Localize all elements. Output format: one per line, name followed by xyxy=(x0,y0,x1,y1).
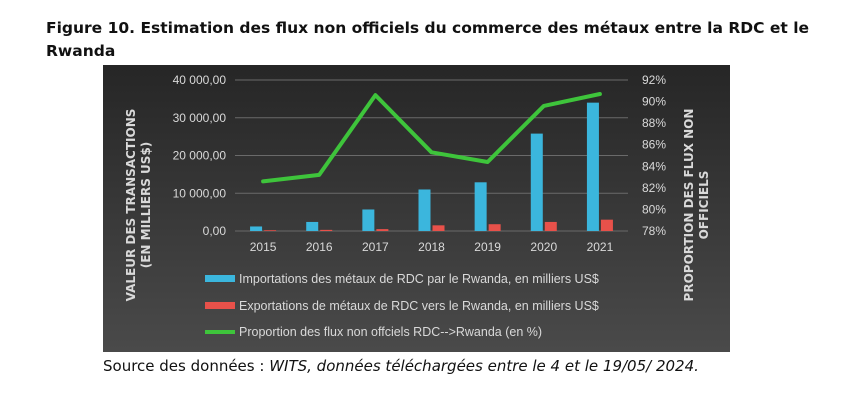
source-text: WITS, données téléchargées entre le 4 et… xyxy=(269,357,699,375)
imports-bar xyxy=(586,102,599,232)
imports-bar xyxy=(362,209,375,231)
x-tick-label: 2020 xyxy=(530,240,557,254)
y-axis-title: VALEUR DES TRANSACTIONS(EN MILLIERS US$) xyxy=(124,109,153,302)
imports-bar xyxy=(306,221,319,231)
y-axis-title-line: (EN MILLIERS US$) xyxy=(139,142,153,269)
y2-tick-label: 88% xyxy=(642,116,666,130)
legend-label: Exportations de métaux de RDC vers le Rw… xyxy=(239,299,599,313)
y-axis-title-line: VALEUR DES TRANSACTIONS xyxy=(124,109,138,302)
x-tick-label: 2016 xyxy=(306,240,333,254)
exports-bar xyxy=(376,229,389,231)
source-label: Source des données : xyxy=(103,357,270,375)
y2-tick-label: 80% xyxy=(642,202,666,216)
y-tick-label: 10 000,00 xyxy=(173,186,227,200)
source-note: Source des données : WITS, données téléc… xyxy=(103,357,699,375)
imports-bar xyxy=(418,189,431,231)
x-tick-label: 2021 xyxy=(587,240,614,254)
y-tick-label: 20 000,00 xyxy=(173,149,227,163)
exports-bar xyxy=(320,229,333,231)
legend-swatch xyxy=(205,275,235,282)
y2-tick-label: 82% xyxy=(642,181,666,195)
x-tick-label: 2019 xyxy=(474,240,501,254)
y2-tick-label: 92% xyxy=(642,73,666,87)
legend-label: Importations des métaux de RDC par le Rw… xyxy=(239,272,599,286)
exports-bar xyxy=(264,230,277,231)
imports-bar xyxy=(250,226,263,231)
x-tick-label: 2015 xyxy=(250,240,277,254)
proportion-line xyxy=(261,92,602,184)
y2-axis-title: PROPORTION DES FLUX NONOFFICIELS xyxy=(682,109,711,302)
y2-tick-label: 78% xyxy=(642,224,666,238)
imports-bar xyxy=(474,182,487,231)
x-tick-label: 2018 xyxy=(418,240,445,254)
y-tick-label: 30 000,00 xyxy=(173,111,227,125)
exports-bar xyxy=(600,219,613,231)
y2-axis-title-line: OFFICIELS xyxy=(697,171,711,240)
imports-bar xyxy=(530,133,543,231)
exports-bar xyxy=(488,224,501,231)
figure-title: Figure 10. Estimation des flux non offic… xyxy=(46,19,810,60)
combo-chart: 0,00 10 000,00 20 000,00 30 000,00 40 000,00… xyxy=(103,65,730,352)
y2-axis-title-line: PROPORTION DES FLUX NON xyxy=(682,109,696,302)
chart-panel: 0,00 10 000,00 20 000,00 30 000,00 40 000,00… xyxy=(103,65,730,352)
y-tick-label: 0,00 xyxy=(203,224,227,238)
y-tick-label: 40 000,00 xyxy=(173,73,227,87)
x-tick-label: 2017 xyxy=(362,240,389,254)
y2-tick-label: 84% xyxy=(642,159,666,173)
legend-swatch xyxy=(205,302,235,309)
legend-label: Proportion des flux non offciels RDC-->R… xyxy=(239,325,542,339)
exports-bar xyxy=(544,221,557,231)
y2-tick-label: 86% xyxy=(642,138,666,152)
exports-bar xyxy=(432,225,445,231)
y2-tick-label: 90% xyxy=(642,95,666,109)
